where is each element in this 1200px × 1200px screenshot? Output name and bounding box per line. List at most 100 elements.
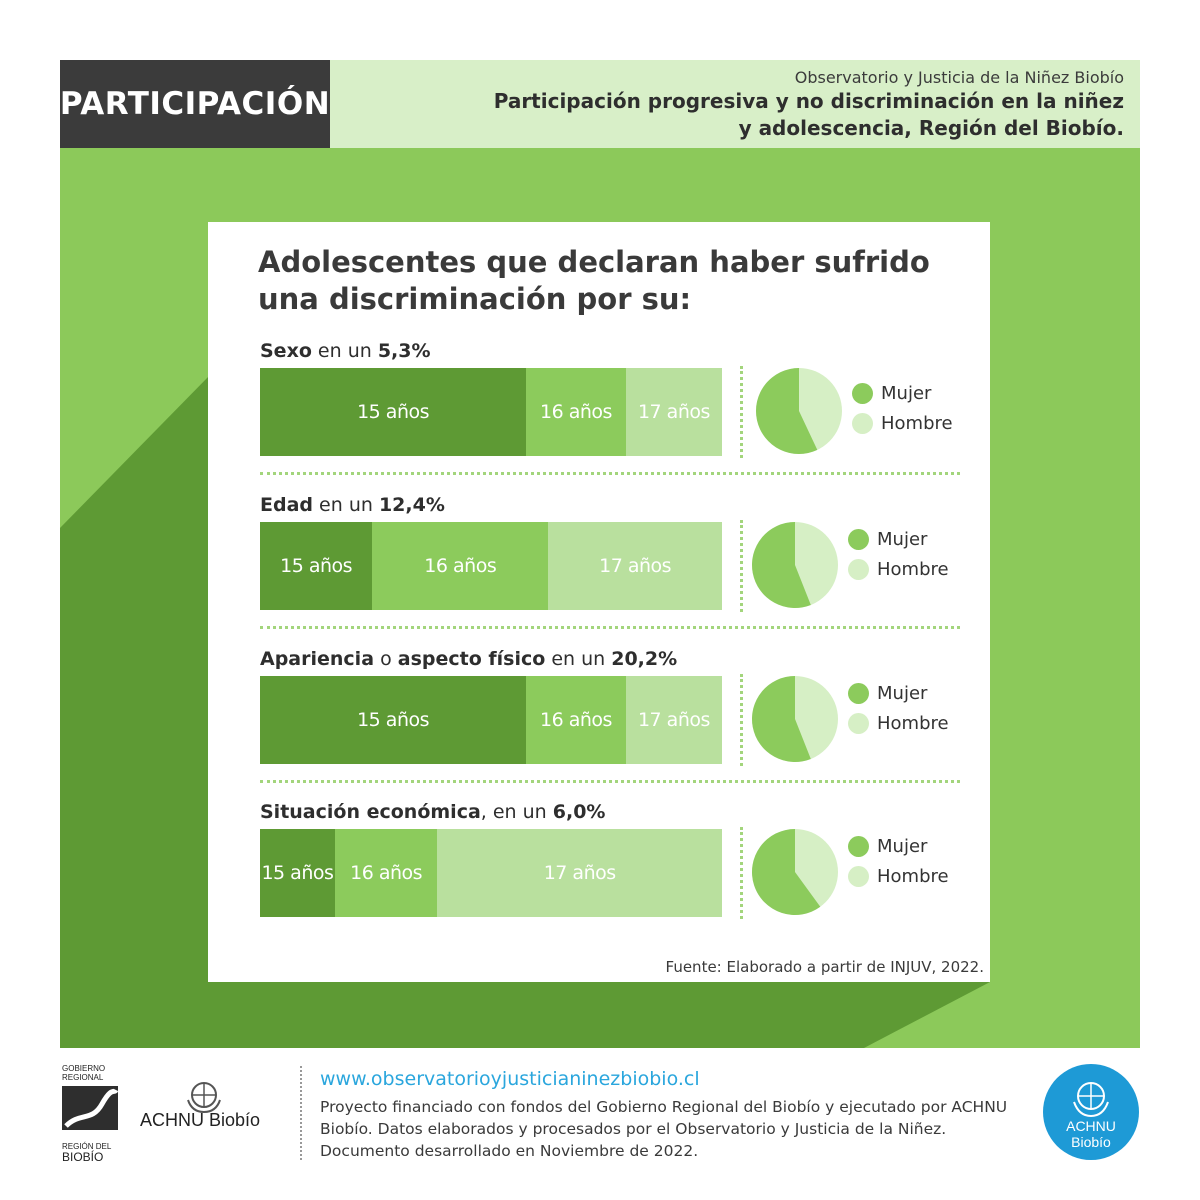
vertical-divider <box>740 366 743 458</box>
un-emblem-icon <box>187 1082 221 1114</box>
legend-label-mujer: Mujer <box>881 382 932 404</box>
legend-swatch-hombre <box>848 865 869 887</box>
footer-url-link[interactable]: www.observatorioyjusticianinezbiobio.cl <box>320 1068 700 1090</box>
logo1-line3: REGIÓN DEL <box>62 1142 112 1151</box>
bar-segment-16-anos: 16 años <box>526 368 626 456</box>
legend-item-hombre: Hombre <box>848 554 949 584</box>
legend-swatch-mujer <box>848 835 869 857</box>
chart-card: Adolescentes que declaran haber sufrido … <box>208 222 990 982</box>
gender-pie <box>752 829 838 915</box>
section-4: Situación económica, en un 6,0% 15 años 16… <box>260 797 960 919</box>
legend-label-mujer: Mujer <box>877 528 928 550</box>
legend-item-mujer: Mujer <box>852 378 953 408</box>
section-label-part: en un <box>313 494 379 516</box>
legend-item-hombre: Hombre <box>848 861 949 891</box>
pie-legend: Mujer Hombre <box>848 524 949 584</box>
section-label-part: , en un <box>480 801 553 823</box>
pie-slice-mujer <box>756 368 818 454</box>
legend-label-hombre: Hombre <box>877 865 949 887</box>
section-label: Apariencia o aspecto físico en un 20,2% <box>260 644 960 674</box>
section-label-part: aspecto físico <box>397 648 546 670</box>
legend-item-mujer: Mujer <box>848 831 949 861</box>
section-label-part: Apariencia <box>260 648 375 670</box>
section-label-part: Sexo <box>260 340 312 362</box>
badge-line1: ACHNU <box>1066 1118 1116 1134</box>
legend-label-mujer: Mujer <box>877 682 928 704</box>
pie-slice-mujer <box>752 829 821 915</box>
legend-item-hombre: Hombre <box>848 708 949 738</box>
section-label-part: 5,3% <box>377 340 431 362</box>
vertical-divider <box>740 520 743 612</box>
bar-segment-15-anos: 15 años <box>260 676 527 764</box>
legend-swatch-hombre <box>848 558 869 580</box>
gender-pie <box>752 522 838 608</box>
bar-segment-17-anos: 17 años <box>437 829 722 917</box>
vertical-divider <box>740 674 743 766</box>
stacked-bar: 15 años 16 años 17 años <box>260 676 722 764</box>
section-1: Sexo en un 5,3% 15 años 16 años 17 años Muje… <box>260 336 960 458</box>
section-label-part: 12,4% <box>378 494 445 516</box>
section-label-part: 20,2% <box>611 648 678 670</box>
pie-slice-mujer <box>752 676 811 762</box>
legend-label-hombre: Hombre <box>877 712 949 734</box>
section-tag: PARTICIPACIÓN <box>60 60 330 148</box>
legend-swatch-mujer <box>848 528 869 550</box>
section-3: Apariencia o aspecto físico en un 20,2% 1… <box>260 644 960 766</box>
gender-pie <box>752 676 838 762</box>
bar-segment-15-anos: 15 años <box>260 829 335 917</box>
section-label-part: Situación económica <box>260 801 481 823</box>
bar-segment-17-anos: 17 años <box>548 522 722 610</box>
section-label-part: Edad <box>260 494 314 516</box>
legend-swatch-mujer <box>848 682 869 704</box>
achnu-badge: ACHNU Biobío <box>1043 1064 1139 1160</box>
vertical-divider <box>740 827 743 919</box>
achnu-logo-text: ACHNU Biobío <box>140 1110 261 1130</box>
legend-label-hombre: Hombre <box>881 412 953 434</box>
chart-title-line1: Adolescentes que declaran haber sufrido <box>258 245 930 279</box>
pie-legend: Mujer Hombre <box>852 378 953 438</box>
section-label: Edad en un 12,4% <box>260 490 960 520</box>
section-label: Situación económica, en un 6,0% <box>260 797 960 827</box>
header-title-line2: y adolescencia, Región del Biobío. <box>738 116 1124 140</box>
header-org: Observatorio y Justicia de la Niñez Biob… <box>794 68 1124 87</box>
section-label-part: en un <box>545 648 612 670</box>
stacked-bar: 15 años 16 años 17 años <box>260 829 722 917</box>
badge-text: ACHNU Biobío <box>1043 1118 1139 1150</box>
logo1-line1: GOBIERNO <box>62 1064 106 1073</box>
pie-slice-mujer <box>752 522 811 608</box>
legend-item-mujer: Mujer <box>848 524 949 554</box>
legend-swatch-mujer <box>852 382 873 404</box>
horizontal-divider <box>260 626 960 629</box>
river-emblem-icon <box>62 1086 119 1130</box>
section-label-part: en un <box>311 340 378 362</box>
bar-segment-16-anos: 16 años <box>334 829 438 917</box>
bar-segment-17-anos: 17 años <box>625 676 722 764</box>
legend-label-hombre: Hombre <box>877 558 949 580</box>
legend-swatch-hombre <box>852 412 873 434</box>
header-box: Observatorio y Justicia de la Niñez Biob… <box>330 60 1140 148</box>
bar-segment-17-anos: 17 años <box>625 368 722 456</box>
stacked-bar: 15 años 16 años 17 años <box>260 522 722 610</box>
stacked-bar: 15 años 16 años 17 años <box>260 368 722 456</box>
pie-legend: Mujer Hombre <box>848 831 949 891</box>
logo1-line2: REGIONAL <box>62 1073 104 1082</box>
header-title-line1: Participación progresiva y no discrimina… <box>493 89 1124 113</box>
chart-title: Adolescentes que declaran haber sufrido … <box>258 244 930 318</box>
horizontal-divider <box>260 780 960 783</box>
bar-segment-15-anos: 15 años <box>260 522 373 610</box>
pie-legend: Mujer Hombre <box>848 678 949 738</box>
section-label-part: 6,0% <box>552 801 606 823</box>
footer-divider <box>300 1066 302 1160</box>
badge-line2: Biobío <box>1071 1134 1111 1150</box>
horizontal-divider <box>260 472 960 475</box>
chart-title-line2: una discriminación por su: <box>258 282 692 316</box>
bar-segment-16-anos: 16 años <box>526 676 626 764</box>
gender-pie <box>756 368 842 454</box>
legend-item-hombre: Hombre <box>852 408 953 438</box>
section-label: Sexo en un 5,3% <box>260 336 960 366</box>
achnu-logo: ACHNU Biobío <box>140 1080 270 1140</box>
gobierno-regional-logo: GOBIERNO REGIONAL REGIÓN DEL BIOBÍO <box>62 1064 120 1164</box>
bar-segment-16-anos: 16 años <box>372 522 549 610</box>
section-label-part: o <box>374 648 398 670</box>
source-note: Fuente: Elaborado a partir de INJUV, 202… <box>665 958 984 976</box>
